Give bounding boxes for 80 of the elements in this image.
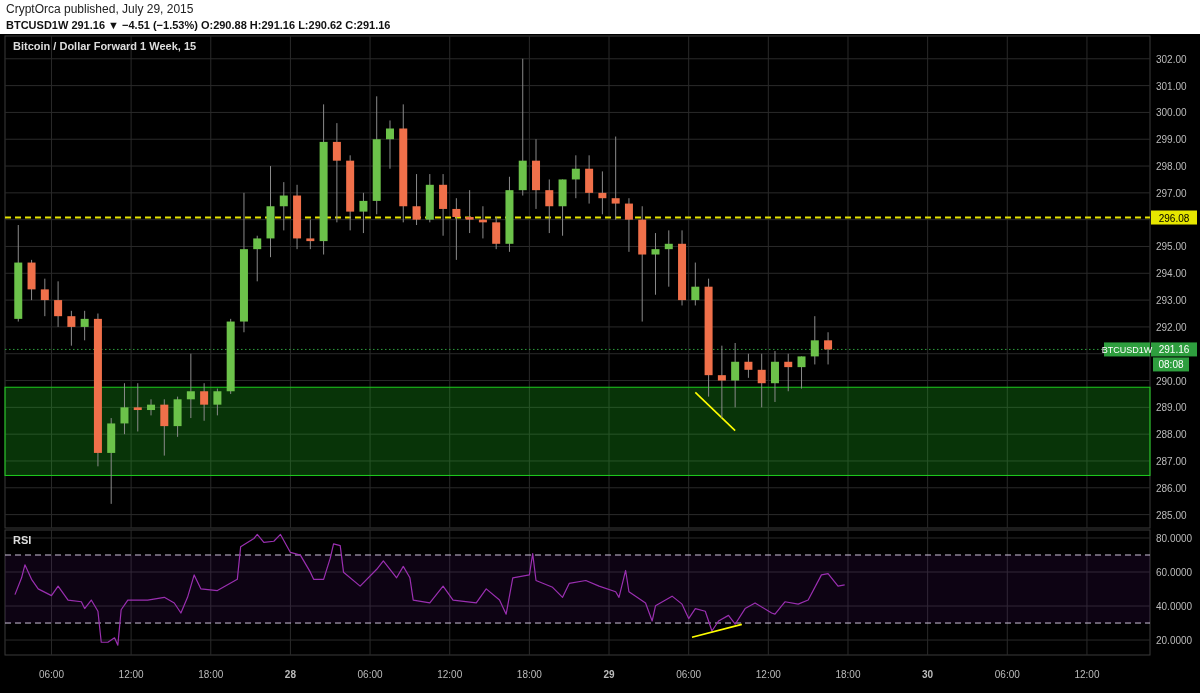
candlestick: [757, 353, 766, 408]
candlestick: [624, 197, 633, 253]
x-tick-label: 18:00: [516, 669, 543, 680]
chart-title: Bitcoin / Dollar Forward 1 Week, 15: [13, 40, 197, 52]
x-tick-label: 06:00: [994, 669, 1021, 680]
candlestick: [691, 262, 700, 306]
candlestick: [160, 398, 169, 457]
candlestick: [253, 235, 262, 282]
y-tick-label: 40.0000: [1156, 601, 1193, 613]
line-series: [14, 533, 846, 646]
y-tick-label: 290.00: [1156, 375, 1188, 387]
y-tick-label: 289.00: [1156, 402, 1188, 414]
candlestick: [545, 178, 554, 234]
x-tick-label: 29: [603, 669, 616, 680]
x-tick-label: 06:00: [38, 669, 65, 680]
candlestick: [54, 280, 63, 328]
candlestick: [452, 197, 461, 261]
candlestick: [797, 355, 806, 390]
y-tick-label: 20.0000: [1156, 635, 1193, 647]
candlestick: [279, 181, 288, 231]
y-tick-label: 293.00: [1156, 295, 1188, 307]
y-tick-label: 297.00: [1156, 187, 1188, 199]
candlestick: [465, 189, 474, 234]
text: BTCUSD1W 291.16 ▼ −4.51 (−1.53%) O:290.88 H:291.16 L:290.62 C:291.16: [6, 19, 391, 31]
x-tick-label: 18:00: [198, 669, 224, 680]
candlestick: [744, 353, 753, 379]
x-tick-label: 12:00: [1074, 669, 1100, 680]
candlestick: [40, 278, 49, 317]
y-tick-label: 285.00: [1156, 509, 1188, 521]
candlestick: [824, 331, 833, 365]
y-tick-label: 295.00: [1156, 241, 1188, 253]
y-tick-label: 301.00: [1156, 80, 1188, 92]
x-tick-label: 30: [922, 669, 934, 680]
y-tick-label: 80.0000: [1156, 532, 1193, 544]
y-tick-label: 287.00: [1156, 455, 1188, 467]
candlestick: [412, 173, 421, 226]
text: 08:08: [1158, 359, 1184, 371]
y-tick-label: 286.00: [1156, 482, 1188, 494]
candlestick: [80, 310, 89, 341]
candlestick: [717, 345, 726, 419]
y-tick-label: 288.00: [1156, 429, 1188, 441]
y-tick-label: 60.0000: [1156, 567, 1193, 579]
candlestick: [385, 119, 394, 170]
candlestick: [359, 192, 368, 234]
candlestick: [770, 350, 779, 403]
x-tick-label: 28: [284, 669, 297, 680]
candlestick: [332, 122, 341, 223]
candlestick: [306, 219, 315, 250]
ref-line-label: 296.08: [1158, 212, 1190, 224]
candlestick: [186, 353, 195, 419]
y-tick-label: 292.00: [1156, 321, 1188, 333]
candlestick: [147, 398, 156, 416]
y-tick-label: 300.00: [1156, 107, 1188, 119]
text: CryptOrca published, July 29, 2015: [6, 2, 194, 16]
x-tick-label: 06:00: [676, 669, 702, 680]
y-tick-label: 299.00: [1156, 134, 1188, 146]
x-tick-label: 06:00: [357, 669, 384, 680]
chart-title: RSI: [13, 534, 32, 546]
candlestick: [120, 382, 129, 435]
candlestick: [731, 342, 740, 408]
candlestick: [784, 353, 793, 392]
candlestick: [571, 154, 580, 199]
y-tick-label: 302.00: [1156, 53, 1188, 65]
candlestick: [492, 216, 501, 250]
y-tick-label: 294.00: [1156, 268, 1188, 280]
candlestick: [651, 232, 660, 296]
candlestick: [810, 315, 819, 365]
candlestick: [598, 170, 607, 215]
candlestick: [200, 382, 209, 422]
x-tick-label: 12:00: [755, 669, 782, 680]
candlestick: [67, 310, 76, 347]
y-tick-label: 298.00: [1156, 161, 1188, 173]
ref-line-label: 291.16: [1158, 344, 1190, 356]
x-tick-label: 12:00: [118, 669, 145, 680]
candlestick: [664, 229, 673, 288]
candlestick: [213, 388, 222, 416]
x-tick-label: 12:00: [437, 669, 463, 680]
x-tick-label: 18:00: [835, 669, 861, 680]
candlestick: [133, 382, 142, 432]
candlestick: [611, 136, 620, 221]
